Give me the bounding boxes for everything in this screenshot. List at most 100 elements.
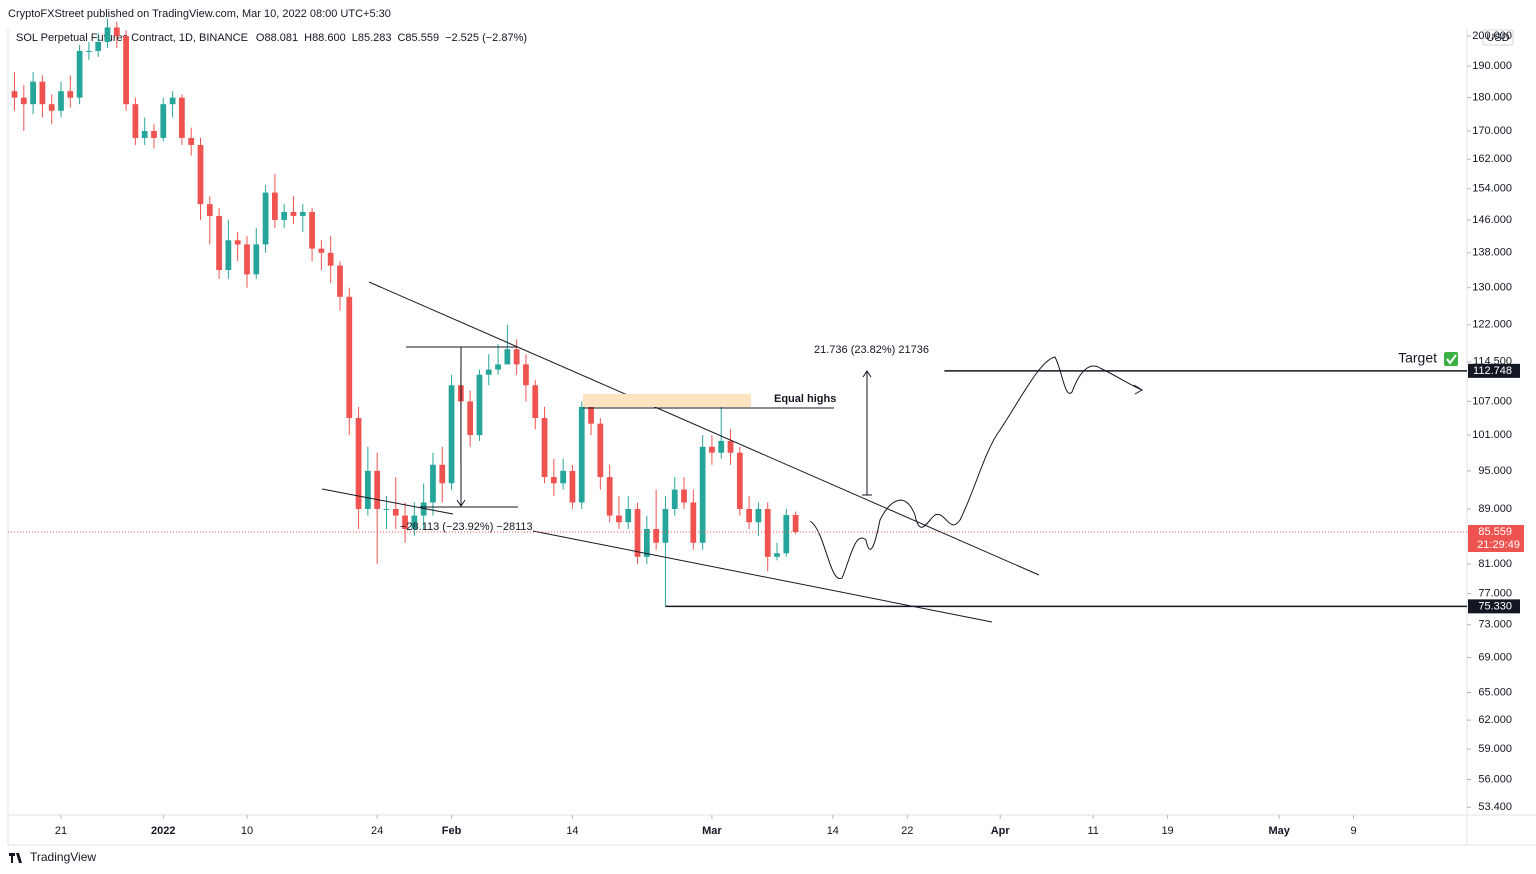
y-tick-label: 101.000	[1472, 429, 1512, 441]
candle-body	[290, 211, 297, 216]
candle-body	[671, 489, 678, 509]
x-tick-label: 24	[371, 825, 383, 837]
candle-body	[216, 215, 222, 270]
y-tick-label: 62.000	[1478, 714, 1512, 726]
candle-body	[662, 508, 669, 543]
equal-highs-label: Equal highs	[774, 393, 836, 405]
candle-body	[430, 464, 436, 503]
candle-body	[504, 349, 511, 365]
candle-body	[58, 91, 64, 111]
price-level-label: 112.748	[1473, 365, 1512, 377]
plot	[11, 18, 799, 607]
candle-body	[337, 265, 343, 297]
candle-body	[560, 470, 567, 484]
x-tick-label: May	[1268, 825, 1290, 837]
candle-body	[439, 464, 446, 484]
target-label: Target	[1398, 350, 1437, 366]
candle-body	[736, 452, 743, 509]
upper-trendline	[368, 281, 1040, 576]
ohlc-value: O88.081	[256, 32, 298, 44]
candle-body	[467, 401, 474, 436]
candle-body	[411, 515, 418, 529]
price-level-box	[1468, 363, 1520, 378]
y-tick-label: 89.000	[1478, 503, 1512, 515]
arrow-head	[1133, 384, 1143, 395]
candle-body	[755, 508, 762, 523]
x-tick-label: 14	[827, 825, 839, 837]
publisher: CryptoFXStreet published on TradingView.…	[8, 8, 391, 20]
candle-body	[616, 515, 622, 523]
candle-body	[495, 364, 501, 370]
candle-body	[151, 131, 157, 138]
x-tick-label: 22	[901, 825, 913, 837]
candle-body	[104, 27, 111, 42]
candle-body	[523, 364, 529, 386]
candle-body	[709, 446, 715, 453]
candle-body	[792, 515, 799, 532]
ohlc-value: H88.600	[304, 32, 346, 44]
countdown: 21:29:49	[1477, 539, 1520, 551]
y-tick-label: 146.000	[1472, 214, 1512, 226]
candle-body	[364, 470, 371, 509]
candle-body	[550, 477, 557, 484]
price-level-label: 75.330	[1478, 600, 1512, 612]
last-price-box	[1468, 524, 1524, 552]
candle-body	[402, 515, 408, 529]
candle-body	[588, 406, 594, 424]
candle-body	[76, 50, 83, 98]
candle-body	[30, 81, 36, 105]
drawings	[321, 281, 1143, 623]
y-tick-label: 190.000	[1472, 60, 1512, 72]
currency: USD	[1486, 32, 1509, 44]
candle-body	[392, 508, 399, 516]
price-level-box	[1468, 599, 1520, 614]
x-tick-label: 10	[241, 825, 253, 837]
x-tick-label: 11	[1087, 825, 1098, 837]
candle-body	[309, 211, 315, 249]
x-tick-label: Apr	[991, 825, 1011, 837]
y-tick-label: 95.000	[1478, 465, 1512, 477]
candle-body	[197, 144, 204, 205]
currency-box	[1482, 29, 1514, 46]
candle-body	[20, 97, 27, 105]
candle-body	[160, 104, 167, 138]
candle-body	[67, 91, 74, 98]
candle-body	[643, 528, 650, 557]
lower-trendline	[321, 488, 454, 515]
candle-body	[48, 104, 55, 111]
candle-body	[718, 440, 725, 453]
candle-body	[188, 137, 195, 145]
check-box	[1444, 352, 1458, 366]
tv-logo	[9, 853, 22, 863]
candle-body	[262, 192, 269, 245]
candle-body	[86, 50, 92, 52]
candle-body	[476, 374, 483, 436]
candle-body	[355, 418, 362, 509]
candle-body	[690, 502, 697, 543]
candle-body	[783, 515, 790, 554]
rise-label: 21.736 (23.82%) 21736	[814, 344, 929, 356]
y-tick-label: 59.000	[1478, 743, 1512, 755]
candle-body	[746, 508, 753, 523]
candle-body	[541, 418, 548, 478]
y-tick-label: 56.000	[1478, 773, 1512, 785]
y-tick-label: 122.000	[1472, 319, 1512, 331]
x-tick-label: 14	[566, 825, 578, 837]
candle-body	[225, 240, 232, 270]
y-tick-label: 170.000	[1472, 125, 1512, 137]
candle-body	[318, 248, 325, 253]
candle-body	[606, 477, 613, 516]
candle-body	[271, 192, 278, 220]
y-tick-label: 65.000	[1478, 686, 1512, 698]
candle-body	[625, 508, 632, 523]
candle-body	[123, 36, 129, 105]
y-tick-label: 162.000	[1472, 153, 1512, 165]
x-tick-label: 2022	[151, 825, 175, 837]
candle-body	[346, 296, 353, 419]
y-tick-label: 107.000	[1472, 395, 1512, 407]
last-price-label: 85.559	[1478, 526, 1512, 538]
candle-body	[374, 470, 381, 509]
y-tick-label: 77.000	[1478, 587, 1512, 599]
candle-body	[281, 211, 288, 220]
y-tick-label: 81.000	[1478, 558, 1512, 570]
